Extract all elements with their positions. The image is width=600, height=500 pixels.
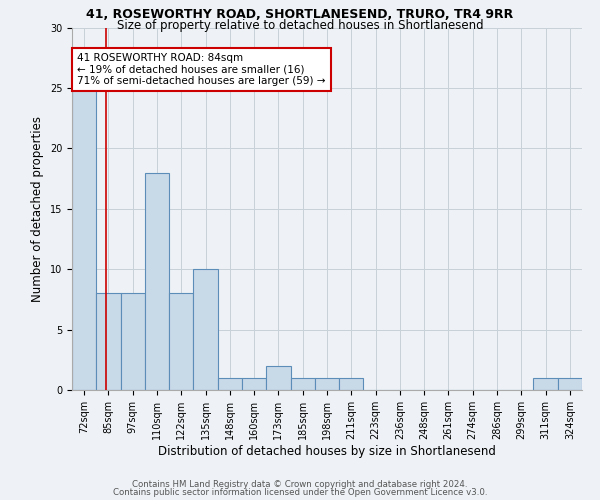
Bar — [121, 294, 145, 390]
X-axis label: Distribution of detached houses by size in Shortlanesend: Distribution of detached houses by size … — [158, 444, 496, 458]
Bar — [533, 378, 558, 390]
Bar — [242, 378, 266, 390]
Bar — [558, 378, 582, 390]
Text: Contains HM Land Registry data © Crown copyright and database right 2024.: Contains HM Land Registry data © Crown c… — [132, 480, 468, 489]
Bar — [96, 294, 121, 390]
Y-axis label: Number of detached properties: Number of detached properties — [31, 116, 44, 302]
Text: 41 ROSEWORTHY ROAD: 84sqm
← 19% of detached houses are smaller (16)
71% of semi-: 41 ROSEWORTHY ROAD: 84sqm ← 19% of detac… — [77, 53, 326, 86]
Bar — [290, 378, 315, 390]
Bar — [145, 172, 169, 390]
Bar — [218, 378, 242, 390]
Bar — [169, 294, 193, 390]
Bar — [339, 378, 364, 390]
Bar — [193, 269, 218, 390]
Bar — [72, 88, 96, 390]
Text: 41, ROSEWORTHY ROAD, SHORTLANESEND, TRURO, TR4 9RR: 41, ROSEWORTHY ROAD, SHORTLANESEND, TRUR… — [86, 8, 514, 20]
Text: Contains public sector information licensed under the Open Government Licence v3: Contains public sector information licen… — [113, 488, 487, 497]
Bar — [266, 366, 290, 390]
Bar — [315, 378, 339, 390]
Text: Size of property relative to detached houses in Shortlanesend: Size of property relative to detached ho… — [116, 18, 484, 32]
